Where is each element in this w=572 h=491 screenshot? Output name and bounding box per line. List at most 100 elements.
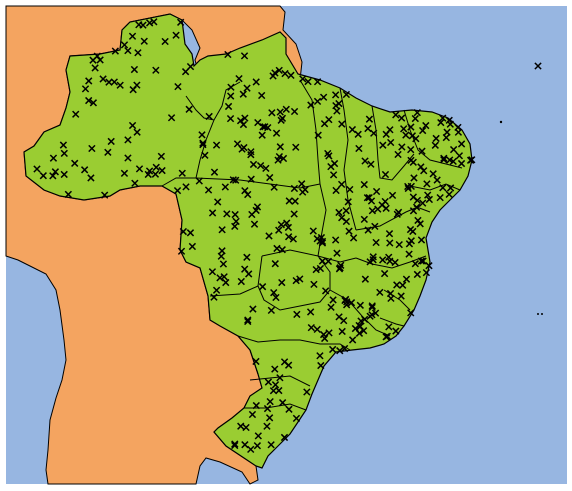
location-marker	[198, 131, 206, 139]
location-marker	[96, 56, 104, 64]
location-marker	[457, 159, 466, 168]
location-marker	[367, 197, 376, 205]
location-marker	[124, 46, 132, 55]
location-marker	[386, 257, 394, 265]
location-marker	[214, 198, 222, 206]
location-marker	[440, 154, 448, 162]
location-marker	[341, 295, 350, 304]
location-marker	[104, 148, 112, 156]
location-marker	[263, 422, 271, 430]
location-marker	[381, 170, 390, 179]
location-marker	[429, 170, 437, 178]
location-marker	[364, 226, 372, 234]
location-marker	[282, 105, 290, 114]
location-marker	[432, 134, 440, 143]
location-marker	[327, 303, 335, 311]
location-marker	[336, 347, 344, 355]
location-marker	[81, 85, 90, 93]
location-marker	[338, 327, 346, 336]
location-marker	[244, 190, 252, 199]
location-marker	[385, 230, 394, 238]
location-marker	[242, 423, 250, 432]
location-marker	[439, 114, 447, 122]
location-marker	[346, 185, 354, 194]
location-marker	[366, 258, 374, 266]
location-marker	[303, 388, 311, 396]
location-marker	[220, 273, 228, 281]
location-marker	[283, 219, 291, 227]
location-marker	[88, 144, 96, 153]
location-marker	[181, 68, 190, 76]
location-marker	[60, 170, 68, 179]
location-marker	[291, 197, 299, 205]
location-marker	[418, 147, 426, 155]
location-marker	[385, 323, 393, 331]
location-marker	[344, 198, 352, 206]
location-marker	[292, 414, 301, 423]
location-marker	[266, 173, 274, 182]
location-marker	[240, 52, 249, 60]
location-marker	[316, 264, 325, 273]
location-marker	[411, 114, 419, 123]
location-marker	[285, 405, 293, 413]
location-marker	[263, 404, 272, 413]
location-marker	[301, 185, 309, 194]
location-marker	[349, 234, 358, 242]
location-marker	[399, 281, 407, 289]
location-marker	[347, 299, 356, 307]
location-marker	[364, 124, 372, 133]
location-marker	[273, 244, 281, 253]
location-marker	[407, 309, 415, 317]
location-marker	[243, 253, 251, 261]
location-marker	[307, 323, 315, 332]
location-marker	[443, 128, 451, 136]
location-marker	[91, 64, 99, 72]
location-marker	[233, 140, 242, 148]
location-marker	[124, 136, 132, 144]
location-marker	[413, 108, 421, 117]
location-marker	[365, 115, 374, 123]
location-marker	[178, 169, 186, 177]
location-marker	[174, 82, 182, 91]
location-marker	[296, 275, 304, 283]
location-marker	[379, 256, 387, 264]
location-marker	[337, 180, 346, 189]
location-marker	[231, 222, 239, 231]
location-marker	[172, 31, 180, 39]
location-marker	[285, 233, 293, 241]
location-marker	[212, 286, 221, 294]
location-marker	[208, 209, 217, 217]
location-marker	[382, 204, 390, 212]
location-marker	[275, 66, 283, 75]
location-marker	[457, 140, 466, 148]
location-marker	[354, 130, 362, 138]
location-marker	[388, 191, 397, 200]
location-marker	[71, 159, 79, 167]
location-marker	[265, 414, 274, 422]
location-marker	[250, 220, 259, 228]
location-marker	[387, 294, 395, 303]
location-marker	[177, 247, 186, 255]
location-marker	[222, 278, 230, 287]
location-marker	[89, 99, 98, 107]
location-marker	[204, 186, 213, 194]
location-marker	[440, 156, 448, 164]
location-marker	[256, 161, 265, 170]
location-marker	[219, 260, 228, 268]
location-marker	[410, 174, 418, 182]
location-marker	[310, 280, 318, 289]
location-marker	[327, 162, 335, 171]
location-marker	[331, 236, 340, 244]
location-marker	[271, 69, 279, 77]
location-marker	[402, 275, 411, 283]
location-marker	[241, 441, 249, 449]
location-marker	[218, 247, 226, 255]
location-marker	[266, 397, 274, 406]
location-marker	[442, 133, 450, 142]
location-marker	[85, 77, 93, 85]
location-marker	[237, 422, 245, 430]
location-marker	[107, 137, 115, 146]
location-marker	[394, 208, 403, 216]
location-marker	[409, 158, 417, 166]
